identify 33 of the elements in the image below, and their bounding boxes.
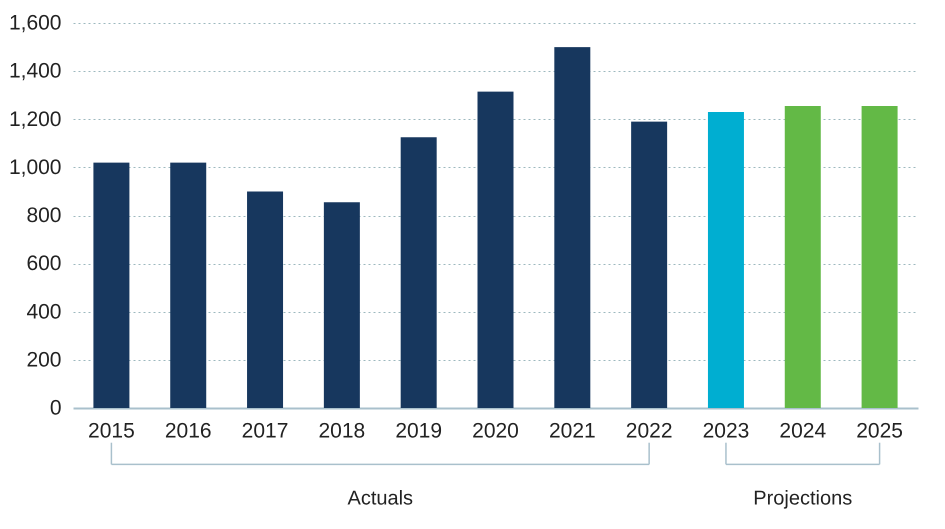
x-tick-label: 2025 (856, 420, 903, 442)
bar (708, 112, 744, 408)
x-tick-label: 2015 (88, 420, 135, 442)
y-tick-label: 400 (26, 300, 62, 324)
x-tick-label: 2019 (395, 420, 442, 442)
bar (93, 162, 130, 408)
y-tick-label: 600 (26, 252, 62, 276)
bar (784, 106, 821, 408)
bar (554, 47, 590, 408)
y-tick-label: 1,000 (8, 156, 62, 179)
x-tick-label: 2023 (702, 420, 750, 442)
x-tick-label: 2016 (164, 420, 212, 442)
bar (324, 202, 360, 408)
y-tick-label: 1,200 (8, 108, 62, 131)
bar (478, 92, 514, 408)
bar (247, 191, 284, 408)
y-tick-label: 200 (26, 348, 62, 372)
x-tick-label: 2021 (548, 420, 596, 442)
x-tick-label: 2017 (242, 420, 288, 442)
x-tick-label: 2024 (779, 420, 826, 442)
text: Actuals (347, 488, 414, 510)
y-tick-label: 1,400 (8, 60, 62, 83)
x-tick-label: 2022 (626, 420, 672, 442)
x-tick-label: 2020 (472, 420, 519, 442)
y-tick-label: 0 (50, 396, 62, 420)
x-tick-label: 2018 (318, 420, 366, 442)
bar (631, 122, 668, 408)
y-tick-label: 1,600 (8, 12, 62, 34)
bar (862, 106, 898, 408)
bar (400, 137, 437, 408)
text: Projections (753, 488, 852, 510)
y-tick-label: 800 (26, 204, 62, 227)
bar (170, 162, 206, 408)
